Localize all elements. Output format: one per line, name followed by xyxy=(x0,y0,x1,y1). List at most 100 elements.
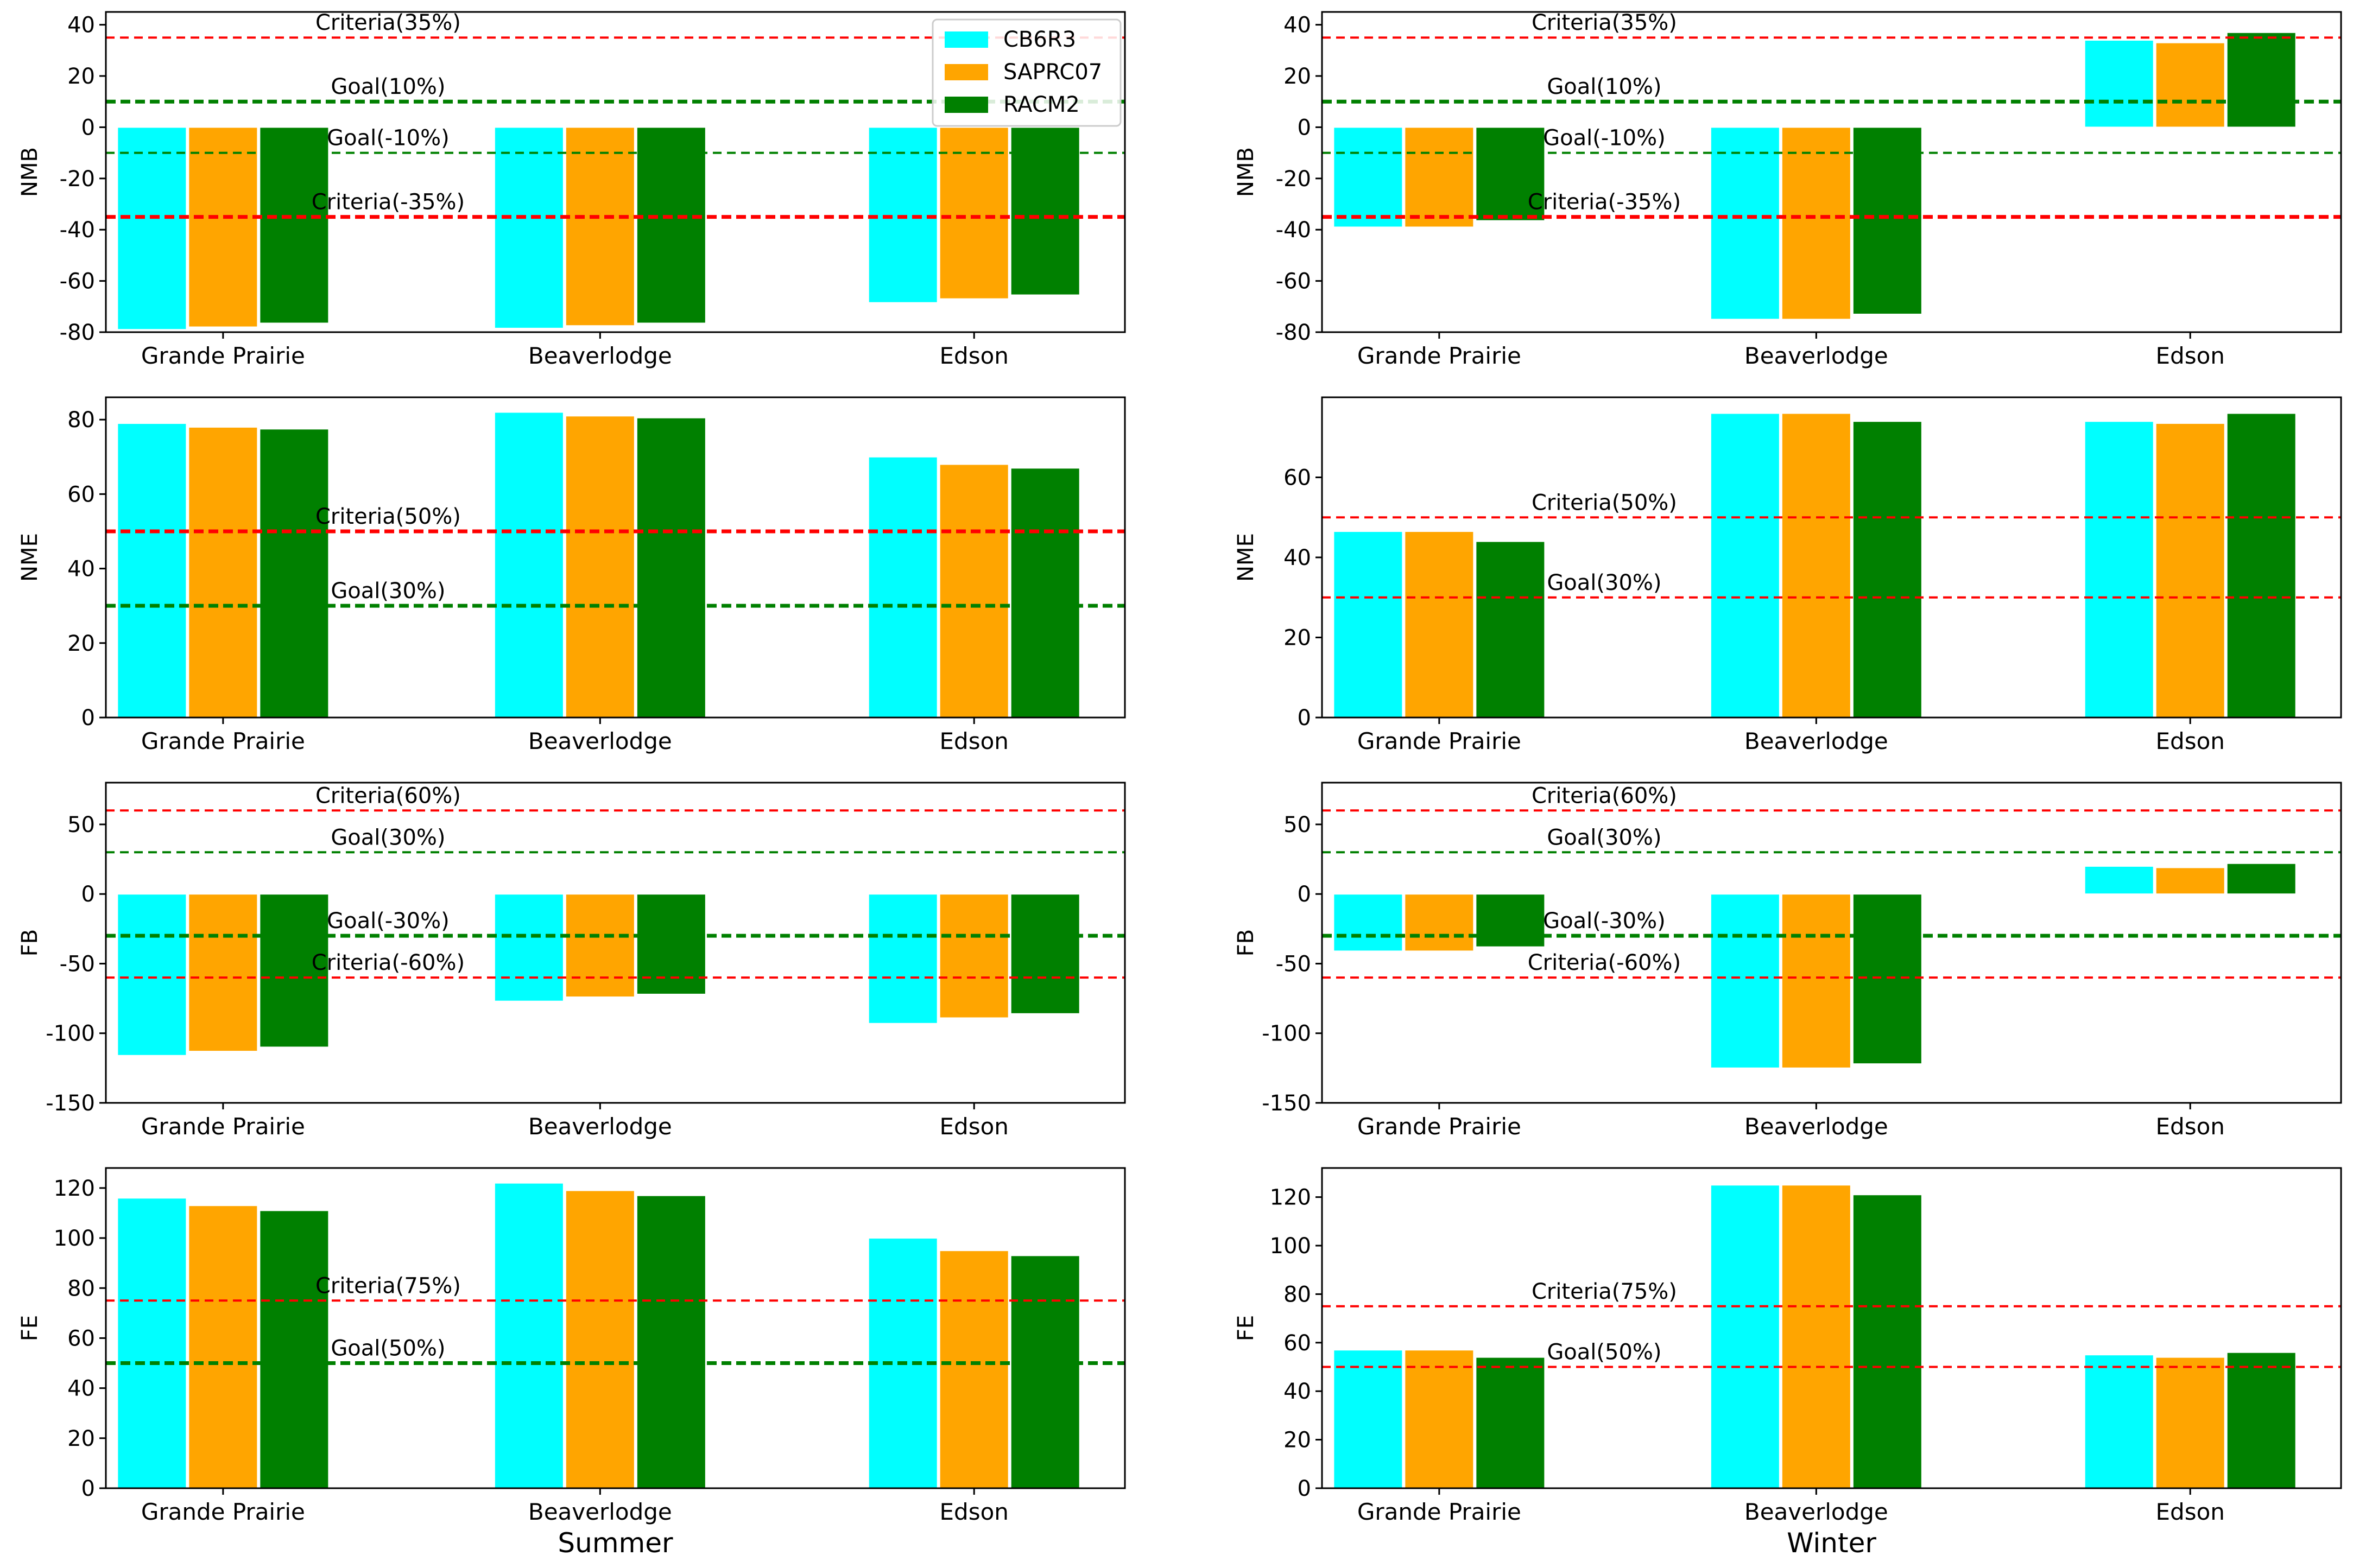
bar-racm2-2 xyxy=(1010,467,1080,718)
axes-frame xyxy=(105,396,1126,719)
x-tick-label: Grande Prairie xyxy=(141,342,305,369)
bar-racm2-2 xyxy=(2226,31,2297,128)
y-tick-label: 80 xyxy=(1283,1282,1311,1307)
bar-cb6r3-0 xyxy=(117,126,187,331)
bar-racm2-0 xyxy=(259,1210,330,1489)
bar-cb6r3-0 xyxy=(1333,126,1403,228)
y-tick-label: 20 xyxy=(1283,1428,1311,1453)
y-axis-label: FB xyxy=(17,929,42,956)
axes-frame xyxy=(1321,782,2342,1104)
ref-label: Criteria(60%) xyxy=(315,783,461,808)
bar-racm2-1 xyxy=(636,893,706,995)
y-tick-label: 40 xyxy=(67,13,95,38)
y-tick-label: 120 xyxy=(54,1176,95,1201)
x-tick-label: Beaverlodge xyxy=(528,1113,672,1140)
y-tick-label: -80 xyxy=(60,320,95,345)
y-tick-label: 40 xyxy=(1283,13,1311,38)
x-tick-label: Grande Prairie xyxy=(1357,1499,1521,1525)
bar-saprc07-1 xyxy=(565,1190,635,1489)
bar-cb6r3-2 xyxy=(868,456,938,718)
x-tick-label: Edson xyxy=(940,728,1009,754)
ref-label: Criteria(35%) xyxy=(315,10,461,35)
bar-racm2-2 xyxy=(2226,862,2297,895)
bar-cb6r3-1 xyxy=(494,411,564,718)
bar-cb6r3-1 xyxy=(1710,126,1780,320)
ref-label: Criteria(50%) xyxy=(315,504,461,529)
y-axis-label: NMB xyxy=(1234,147,1258,197)
axes-frame xyxy=(105,782,1126,1104)
bar-saprc07-0 xyxy=(1404,126,1475,228)
y-tick-label: 80 xyxy=(67,1276,95,1301)
y-tick-label: -20 xyxy=(1276,167,1311,192)
bar-cb6r3-1 xyxy=(494,126,564,329)
y-axis-label: FB xyxy=(1234,929,1258,956)
panel-summer-fb: Criteria(60%) Goal(30%) Goal(-30%) Criteria… xyxy=(17,782,1126,1140)
y-tick-label: -60 xyxy=(1276,269,1311,294)
panel-winter-fb: Criteria(60%) Goal(30%) Goal(-30%) Criteria… xyxy=(1234,782,2342,1140)
y-tick-label: 50 xyxy=(67,812,95,837)
ref-label: Goal(30%) xyxy=(331,825,445,850)
legend-swatch-racm2 xyxy=(945,97,988,113)
y-tick-label: 100 xyxy=(54,1226,95,1251)
y-axis-label: NME xyxy=(17,533,42,582)
x-tick-label: Edson xyxy=(940,342,1009,369)
y-tick-label: -20 xyxy=(60,167,95,192)
bar-saprc07-0 xyxy=(1404,1349,1475,1489)
bar-saprc07-1 xyxy=(1781,412,1851,718)
y-tick-label: -50 xyxy=(1276,951,1311,976)
bar-saprc07-2 xyxy=(939,126,1009,300)
bar-saprc07-2 xyxy=(939,893,1009,1019)
bar-racm2-2 xyxy=(1010,893,1080,1014)
bar-cb6r3-1 xyxy=(494,1182,564,1489)
x-tick-label: Edson xyxy=(2156,1499,2225,1525)
y-tick-label: 0 xyxy=(1298,706,1311,731)
x-tick-label: Edson xyxy=(2156,728,2225,754)
axes-frame xyxy=(1321,1167,2342,1489)
y-tick-label: -100 xyxy=(1262,1021,1311,1046)
bar-cb6r3-0 xyxy=(117,1197,187,1489)
ref-label: Criteria(50%) xyxy=(1532,490,1677,515)
panel-winter-nmb: Criteria(35%) Goal(10%) Goal(-10%) Criteria… xyxy=(1234,10,2342,369)
y-tick-label: -100 xyxy=(46,1021,95,1046)
y-tick-label: -50 xyxy=(60,951,95,976)
bar-racm2-1 xyxy=(1852,893,1922,1065)
bar-saprc07-2 xyxy=(939,464,1009,718)
y-axis-label: NMB xyxy=(17,147,42,197)
bar-saprc07-2 xyxy=(2155,422,2225,718)
bar-racm2-1 xyxy=(1852,1194,1922,1489)
y-tick-label: 60 xyxy=(67,1326,95,1351)
y-tick-label: 20 xyxy=(67,631,95,656)
bar-saprc07-0 xyxy=(188,126,258,328)
legend-swatch-cb6r3 xyxy=(945,31,988,48)
x-tick-label: Beaverlodge xyxy=(528,728,672,754)
bar-racm2-0 xyxy=(1475,893,1546,948)
y-tick-label: 0 xyxy=(81,706,95,731)
y-tick-label: 20 xyxy=(1283,64,1311,89)
bar-saprc07-1 xyxy=(1781,1184,1851,1489)
ref-label: Goal(30%) xyxy=(331,579,445,604)
bar-racm2-0 xyxy=(1475,126,1546,221)
bar-racm2-1 xyxy=(636,417,706,718)
season-label: Winter xyxy=(1787,1527,1876,1559)
y-tick-label: 120 xyxy=(1270,1185,1311,1210)
bar-saprc07-0 xyxy=(188,426,258,718)
x-tick-label: Grande Prairie xyxy=(1357,728,1521,754)
bar-cb6r3-2 xyxy=(2084,39,2154,128)
bar-racm2-1 xyxy=(1852,126,1922,315)
y-tick-label: 60 xyxy=(67,482,95,507)
x-tick-label: Edson xyxy=(2156,1113,2225,1140)
legend-label-saprc07: SAPRC07 xyxy=(1003,60,1102,85)
bar-cb6r3-0 xyxy=(1333,1349,1403,1489)
y-tick-label: 80 xyxy=(67,408,95,433)
ref-label: Goal(-30%) xyxy=(327,909,450,934)
bar-saprc07-2 xyxy=(939,1250,1009,1489)
x-tick-label: Beaverlodge xyxy=(1744,1499,1888,1525)
panel-winter-nme: Criteria(50%) Goal(30%) 0 20 40 60 Grande Prai… xyxy=(1234,396,2342,754)
y-axis-label: FE xyxy=(17,1315,42,1341)
bar-saprc07-1 xyxy=(565,415,635,718)
panel-summer-nme: Criteria(50%) Goal(30%) 0 20 40 60 80 Grande Pr… xyxy=(17,396,1126,754)
ref-label: Goal(-10%) xyxy=(1543,126,1666,151)
ref-label: Goal(30%) xyxy=(1547,570,1661,595)
y-tick-label: 0 xyxy=(1298,1476,1311,1501)
x-tick-label: Beaverlodge xyxy=(1744,728,1888,754)
